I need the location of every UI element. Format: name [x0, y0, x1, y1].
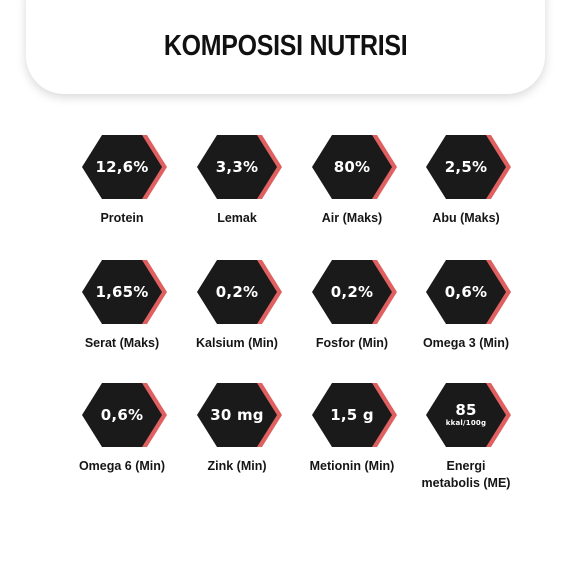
nutrient-label-text: Serat (Maks) [84, 336, 160, 350]
hexagon-icon [312, 135, 397, 199]
nutrient-label: Omega 6 (Min) [60, 458, 184, 475]
nutrient-badge: 1,5 g [312, 383, 400, 449]
nutrient-value: 2,5% [444, 158, 488, 176]
nutrient-badge: 85 kkal/100g [426, 383, 514, 449]
nutrient-item: 0,2% Fosfor (Min) [290, 260, 414, 352]
nutrient-value: 85 kkal/100g [426, 383, 506, 447]
nutrient-item: 1,65% Serat (Maks) [60, 260, 184, 352]
nutrient-label: Air (Maks) [290, 210, 414, 227]
nutrient-item: 2,5% Abu (Maks) [404, 135, 528, 227]
nutrient-badge: 0,2% [197, 260, 285, 326]
nutrient-label-text-line2: metabolis (ME) [421, 476, 511, 490]
hexagon-icon [197, 383, 282, 447]
hexagon-icon [197, 260, 282, 324]
hexagon-icon [426, 260, 511, 324]
nutrient-item: 0,6% Omega 6 (Min) [60, 383, 184, 475]
nutrient-label: Kalsium (Min) [175, 335, 299, 352]
nutrient-value: 3,3% [215, 158, 259, 176]
nutrient-value-unit: kkal/100g [445, 419, 487, 427]
nutrient-badge: 0,6% [82, 383, 170, 449]
nutrient-label-text: Omega 3 (Min) [422, 336, 510, 350]
hexagon-icon [82, 383, 167, 447]
nutrient-value: 80% [333, 158, 371, 176]
nutrient-label-text: Lemak [217, 211, 257, 225]
page-title: KOMPOSISI NUTRISI [163, 29, 408, 62]
nutrient-label-text: Abu (Maks) [432, 211, 500, 225]
nutrient-label: Metionin (Min) [290, 458, 414, 475]
nutrient-badge: 80% [312, 135, 400, 201]
nutrient-value: 0,6% [444, 283, 488, 301]
nutrient-value: 12,6% [95, 158, 149, 176]
nutrient-label: Zink (Min) [175, 458, 299, 475]
nutrient-value: 0,6% [100, 406, 144, 424]
nutrient-value: 1,5 g [330, 406, 374, 424]
nutrient-item: 0,2% Kalsium (Min) [175, 260, 299, 352]
nutrient-item: 0,6% Omega 3 (Min) [404, 260, 528, 352]
nutrient-label-text: Energi [446, 459, 486, 473]
nutrient-badge: 1,65% [82, 260, 170, 326]
nutrient-value: 1,65% [95, 283, 149, 301]
hexagon-icon [197, 135, 282, 199]
nutrient-item: 3,3% Lemak [175, 135, 299, 227]
title-card: KOMPOSISI NUTRISI [26, 0, 545, 94]
nutrient-label-text: Protein [100, 211, 144, 225]
nutrient-label-text: Metionin (Min) [309, 459, 395, 473]
nutrient-label-text: Air (Maks) [321, 211, 383, 225]
hexagon-icon [312, 260, 397, 324]
nutrient-label: Protein [60, 210, 184, 227]
nutrient-value-number: 85 [455, 401, 477, 419]
nutrient-badge: 0,6% [426, 260, 514, 326]
nutrient-item: 30 mg Zink (Min) [175, 383, 299, 475]
nutrient-label: Serat (Maks) [60, 335, 184, 352]
nutrient-label: Energi metabolis (ME) [404, 458, 528, 492]
nutrient-value: 0,2% [215, 283, 259, 301]
nutrient-badge: 3,3% [197, 135, 285, 201]
nutrient-label-text: Zink (Min) [207, 459, 267, 473]
nutrient-badge: 0,2% [312, 260, 400, 326]
hexagon-icon [312, 383, 397, 447]
nutrient-item: 12,6% Protein [60, 135, 184, 227]
nutrient-label-text: Fosfor (Min) [315, 336, 389, 350]
nutrient-label: Lemak [175, 210, 299, 227]
nutrient-value: 0,2% [330, 283, 374, 301]
nutrient-item: 85 kkal/100g Energi metabolis (ME) [404, 383, 528, 492]
nutrient-label-text: Kalsium (Min) [196, 336, 278, 350]
hexagon-icon [82, 260, 167, 324]
hexagon-icon [82, 135, 167, 199]
nutrient-item: 1,5 g Metionin (Min) [290, 383, 414, 475]
nutrient-badge: 12,6% [82, 135, 170, 201]
nutrient-label: Fosfor (Min) [290, 335, 414, 352]
nutrient-badge: 2,5% [426, 135, 514, 201]
nutrient-item: 80% Air (Maks) [290, 135, 414, 227]
nutrient-label-text: Omega 6 (Min) [78, 459, 166, 473]
nutrient-value: 30 mg [210, 406, 264, 424]
hexagon-icon [426, 135, 511, 199]
hexagon-icon [426, 383, 511, 447]
nutrient-label: Abu (Maks) [404, 210, 528, 227]
nutrient-label: Omega 3 (Min) [404, 335, 528, 352]
nutrient-badge: 30 mg [197, 383, 285, 449]
